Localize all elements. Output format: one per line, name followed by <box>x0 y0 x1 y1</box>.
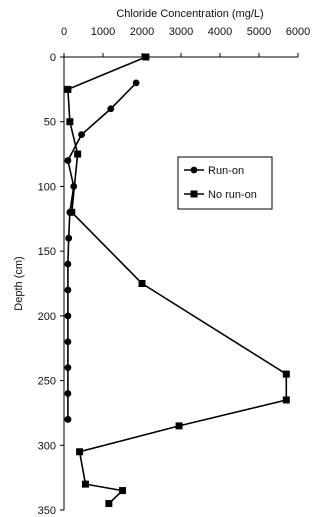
data-point <box>81 480 89 488</box>
data-point <box>64 85 72 93</box>
legend-box <box>177 156 273 210</box>
data-point <box>68 208 76 216</box>
data-point <box>282 396 290 404</box>
x-tick-label: 1000 <box>91 26 115 38</box>
data-point <box>107 105 115 113</box>
data-point <box>76 448 84 456</box>
y-tick-label: 300 <box>38 440 56 452</box>
legend-marker <box>190 166 198 174</box>
data-point <box>105 500 113 508</box>
x-tick-label: 6000 <box>286 26 310 38</box>
data-point <box>138 280 146 287</box>
data-point <box>282 370 290 378</box>
y-axis-ticks: 0 50 100 150 200 250 300 350 <box>38 52 64 517</box>
data-point <box>132 79 140 87</box>
data-point <box>64 338 72 346</box>
x-tick-label: 3000 <box>169 26 193 38</box>
x-axis-ticks: 0 1000 2000 3000 4000 5000 6000 <box>61 26 310 57</box>
data-point <box>64 157 72 164</box>
data-point <box>78 131 85 139</box>
legend-label: No run-on <box>208 189 257 201</box>
x-tick-label: 0 <box>61 26 67 38</box>
data-point <box>66 118 74 126</box>
x-tick-label: 4000 <box>208 26 232 38</box>
y-tick-label: 150 <box>38 246 56 258</box>
x-axis-title: Chloride Concentration (mg/L) <box>116 8 263 20</box>
y-tick-label: 350 <box>38 505 56 517</box>
data-point <box>65 234 73 242</box>
data-point <box>64 312 72 320</box>
data-point <box>64 364 72 372</box>
y-tick-label: 250 <box>38 376 56 388</box>
series-line-run-on <box>67 82 137 420</box>
data-point <box>74 150 82 158</box>
legend-label: Run-on <box>208 165 244 177</box>
series-line-no-run-on <box>67 56 288 505</box>
data-point <box>119 487 126 495</box>
series-layer <box>64 53 290 508</box>
y-tick-label: 200 <box>38 311 56 323</box>
y-tick-label: 0 <box>50 52 56 64</box>
legend-marker <box>190 190 198 198</box>
data-point <box>64 260 72 268</box>
y-tick-label: 50 <box>44 117 56 129</box>
data-point <box>175 422 183 430</box>
legend: Run-on No run-on <box>177 156 273 210</box>
data-point <box>64 390 72 397</box>
data-point <box>64 416 72 423</box>
data-point <box>142 53 150 61</box>
y-tick-label: 100 <box>38 181 56 193</box>
x-tick-label: 2000 <box>130 26 154 38</box>
data-point <box>64 286 72 294</box>
y-axis-title: Depth (cm) <box>13 256 25 310</box>
x-tick-label: 5000 <box>247 26 271 38</box>
